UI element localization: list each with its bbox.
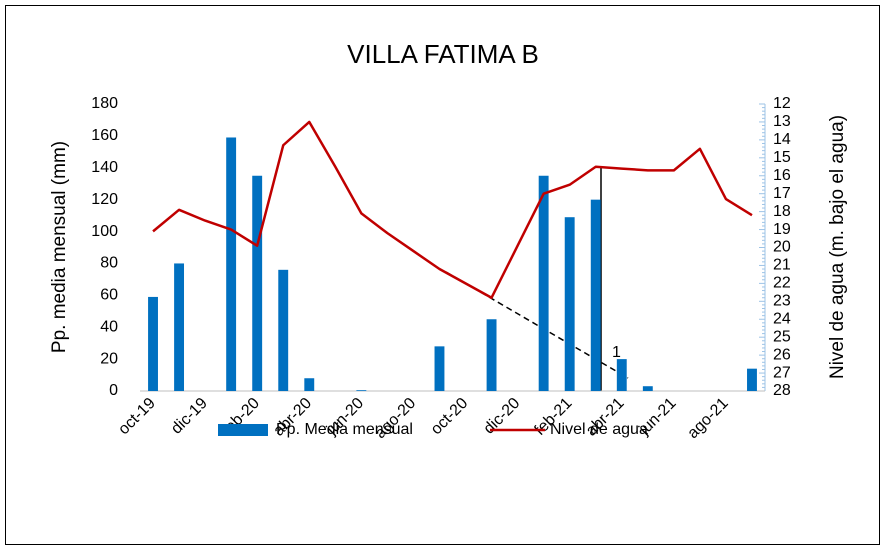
y2-axis-title: Nivel de agua (m. bajo el agua) [827, 115, 848, 379]
bar [278, 269, 289, 391]
y-tick-label: 80 [100, 255, 118, 272]
y2-tick-label: 24 [773, 310, 791, 327]
legend-label: Pp. Media mensual [276, 421, 413, 438]
y2-tick-label: 23 [773, 293, 791, 310]
y2-tick-label: 26 [773, 346, 791, 363]
y2-tick-label: 18 [773, 203, 791, 220]
chart-border [5, 5, 880, 545]
y2-tick-label: 22 [773, 275, 791, 292]
legend-swatch [218, 424, 268, 436]
y2-tick-label: 27 [773, 364, 791, 381]
y-tick-label: 160 [91, 127, 118, 144]
y2-tick-label: 15 [773, 149, 791, 166]
bar [486, 319, 497, 391]
bar [252, 175, 263, 391]
y2-tick-label: 21 [773, 257, 791, 274]
bar [174, 263, 185, 391]
line [152, 120, 753, 299]
legend-label: Nivel de agua [550, 421, 648, 438]
bar [356, 390, 367, 391]
y2-tick-label: 12 [773, 95, 791, 112]
bar [616, 359, 627, 391]
y2-tick-label: 14 [773, 131, 791, 148]
y-tick-label: 180 [91, 95, 118, 112]
y2-tick-label: 28 [773, 382, 791, 399]
y-axis-title: Pp. media mensual (mm) [49, 141, 70, 353]
y2-tick-label: 25 [773, 328, 791, 345]
y2-tick-label: 17 [773, 185, 791, 202]
y-tick-label: 60 [100, 287, 118, 304]
y2-tick-label: 16 [773, 167, 791, 184]
y-tick-label: 120 [91, 191, 118, 208]
y-tick-label: 140 [91, 159, 118, 176]
y-tick-label: 100 [91, 223, 118, 240]
bar [564, 217, 575, 391]
bar [642, 386, 653, 391]
y2-tick-label: 20 [773, 239, 791, 256]
chart-title: VILLA FATIMA B [347, 39, 539, 69]
bar [747, 368, 757, 391]
bar [304, 378, 315, 391]
bar [226, 137, 237, 391]
y2-tick-label: 19 [773, 221, 791, 238]
y-tick-label: 0 [109, 382, 118, 399]
bar [590, 199, 601, 391]
annotation: 1 [612, 344, 621, 361]
bar [434, 346, 445, 391]
y-tick-label: 20 [100, 350, 118, 367]
y2-tick-label: 13 [773, 113, 791, 130]
bar [538, 175, 549, 391]
bar [148, 296, 158, 391]
y-tick-label: 40 [100, 318, 118, 335]
